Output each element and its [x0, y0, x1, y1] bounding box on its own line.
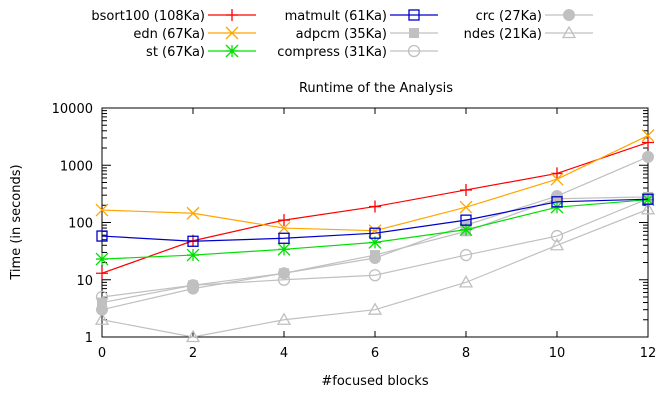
data-point: [367, 302, 383, 315]
data-point: [368, 235, 382, 249]
x-tick-label: 4: [280, 346, 288, 361]
legend-marker: [407, 44, 421, 58]
x-tick-label: 2: [189, 346, 197, 361]
data-point: [459, 223, 473, 237]
x-tick-label: 12: [640, 346, 656, 361]
legend-item: bsort100 (108Ka): [91, 9, 256, 24]
data-point: [369, 251, 381, 264]
x-tick-label: 8: [462, 346, 470, 361]
data-point: [642, 136, 654, 149]
x-tick-label: 6: [371, 346, 379, 361]
data-point: [642, 193, 654, 205]
legend-item: adpcm (35Ka): [296, 27, 438, 42]
data-point: [277, 242, 291, 256]
series-7: [94, 201, 656, 343]
data-point: [277, 221, 291, 235]
data-point: [368, 269, 382, 282]
data-point: [551, 167, 563, 180]
data-point: [278, 214, 290, 227]
x-axis-label: #focused blocks: [321, 374, 428, 389]
data-point: [278, 267, 290, 280]
data-point: [187, 235, 199, 247]
y-axis-label: Time (in seconds): [9, 164, 24, 280]
legend-item: edn (67Ka): [133, 26, 256, 42]
legend-item: crc (27Ka): [476, 9, 593, 24]
legend: bsort100 (108Ka) edn (67Ka) st (67Ka) matmu…: [91, 9, 593, 60]
legend-item: compress (31Ka): [277, 44, 438, 60]
x-tick-label: 10: [549, 346, 566, 361]
data-point: [278, 232, 290, 244]
data-point: [96, 230, 108, 242]
y-tick-label: 100: [68, 217, 93, 232]
series-line: [101, 208, 649, 338]
data-point: [96, 267, 108, 280]
legend-marker: [225, 26, 239, 40]
legend-marker: [226, 9, 238, 21]
series-line: [101, 135, 649, 232]
data-point: [368, 224, 382, 238]
series-line: [101, 198, 649, 242]
data-point: [185, 329, 201, 343]
data-point: [95, 203, 109, 217]
data-point: [460, 214, 472, 226]
legend-label: matmult (61Ka): [285, 9, 387, 24]
data-point: [550, 229, 564, 243]
data-point: [458, 275, 474, 288]
legend-marker: [561, 25, 577, 39]
x-tick-label: 0: [98, 346, 106, 361]
y-tick-label: 10000: [52, 102, 93, 117]
legend-label: bsort100 (108Ka): [91, 9, 205, 24]
data-point: [549, 237, 565, 251]
data-point: [551, 196, 563, 208]
legend-label: compress (31Ka): [277, 45, 387, 60]
series-3: [96, 193, 654, 247]
data-point: [369, 200, 381, 213]
data-point: [276, 312, 292, 325]
legend-label: adpcm (35Ka): [296, 27, 387, 42]
data-point: [94, 312, 110, 325]
data-point: [186, 206, 200, 220]
chart-title: Runtime of the Analysis: [299, 81, 453, 96]
legend-label: ndes (21Ka): [464, 27, 542, 42]
data-point: [460, 183, 472, 196]
legend-label: crc (27Ka): [476, 9, 542, 24]
legend-label: st (67Ka): [146, 45, 205, 60]
data-point: [640, 201, 656, 215]
data-point: [641, 129, 655, 143]
legend-item: ndes (21Ka): [464, 25, 593, 42]
legend-marker: [563, 9, 575, 21]
data-point: [459, 248, 473, 262]
data-point: [369, 227, 381, 239]
data-point: [95, 252, 109, 266]
y-tick-label: 1000: [60, 159, 93, 174]
data-point: [186, 248, 200, 262]
y-tick-label: 1: [85, 331, 93, 346]
legend-item: st (67Ka): [146, 44, 256, 60]
data-point: [96, 303, 108, 316]
series-lines: [94, 129, 656, 343]
axis-ticks: 0 2 4 6 8 10 12 1 10 100 1000 10000: [52, 102, 656, 361]
data-point: [550, 172, 564, 186]
legend-marker: [409, 28, 419, 38]
legend-marker: [408, 9, 420, 21]
data-point: [187, 282, 199, 295]
legend-label: edn (67Ka): [133, 27, 205, 42]
y-tick-label: 10: [76, 274, 93, 289]
legend-marker: [225, 44, 239, 58]
data-point: [642, 150, 654, 163]
data-point: [95, 290, 109, 304]
legend-item: matmult (61Ka): [285, 9, 438, 24]
data-point: [459, 200, 473, 214]
series-1: [95, 129, 655, 238]
data-point: [551, 190, 563, 203]
